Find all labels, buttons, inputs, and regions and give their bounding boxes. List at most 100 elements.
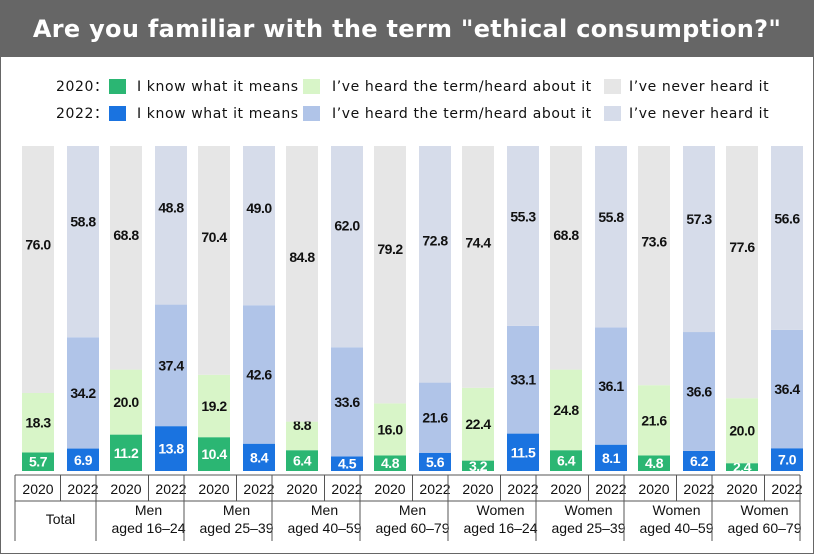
value-label-g6-2022-s0: 8.1 xyxy=(602,450,621,466)
year-label-g8-2022: 2022 xyxy=(771,481,802,497)
bar-g2-2020-s0 xyxy=(198,437,230,471)
bar-g4-2020-s2 xyxy=(374,146,406,404)
legend-swatch-2020-0 xyxy=(109,79,126,94)
value-label-g6-2020-s0: 6.4 xyxy=(557,453,576,469)
value-label-g5-2020-s0: 3.2 xyxy=(469,458,488,474)
value-label-g0-2020-s1: 18.3 xyxy=(25,415,51,431)
bar-g6-2020-s0 xyxy=(550,450,582,471)
bar-g5-2020-s2 xyxy=(462,146,494,388)
year-label-g6-2020: 2020 xyxy=(550,481,581,497)
value-label-g1-2022-s0: 13.8 xyxy=(158,441,184,457)
bar-g2-2022-s2 xyxy=(243,146,275,306)
value-label-g2-2022-s1: 42.6 xyxy=(246,366,272,382)
value-label-g3-2020-s2: 84.8 xyxy=(289,249,315,265)
group-label-8-line1: Women xyxy=(741,502,789,518)
year-label-g5-2022: 2022 xyxy=(507,481,538,497)
value-label-g2-2022-s2: 49.0 xyxy=(246,200,272,216)
legend-label-2022-0: I know what it means xyxy=(137,106,299,122)
bar-g7-2022-s0 xyxy=(683,450,715,471)
legend-label-2022-1: I’ve heard the term/heard about it xyxy=(332,106,592,122)
bar-g6-2020-s2 xyxy=(550,146,582,370)
value-label-g7-2022-s1: 36.6 xyxy=(686,383,712,399)
group-label-6-line1: Women xyxy=(565,502,613,518)
value-label-g4-2020-s0: 4.8 xyxy=(381,455,400,471)
legend-label-2022-2: I’ve never heard it xyxy=(629,106,769,122)
value-label-g8-2020-s2: 77.6 xyxy=(729,239,755,255)
year-label-g3-2020: 2020 xyxy=(286,481,317,497)
bar-g2-2022-s1 xyxy=(243,305,275,444)
bar-g3-2020-s1 xyxy=(286,421,318,451)
value-label-g6-2022-s1: 36.1 xyxy=(598,378,624,394)
group-label-5-line2: aged 16–24 xyxy=(464,520,538,536)
value-label-g6-2020-s2: 68.8 xyxy=(553,227,579,243)
group-label-1-line1: Men xyxy=(135,502,162,518)
bar-g1-2020-s0 xyxy=(110,434,142,471)
bar-g8-2020-s0 xyxy=(726,463,758,471)
value-label-g7-2020-s0: 4.8 xyxy=(645,455,664,471)
value-label-g6-2020-s1: 24.8 xyxy=(553,402,579,418)
legend-swatch-2020-1 xyxy=(303,79,320,94)
year-label-g1-2020: 2020 xyxy=(110,481,141,497)
value-label-g5-2022-s2: 55.3 xyxy=(510,209,536,225)
bar-g3-2022-s0 xyxy=(331,456,363,471)
value-label-g1-2020-s1: 20.0 xyxy=(113,394,139,410)
bar-g8-2020-s2 xyxy=(726,146,758,399)
value-label-g4-2022-s1: 21.6 xyxy=(422,410,448,426)
bar-g7-2020-s0 xyxy=(638,455,670,471)
value-label-g7-2022-s0: 6.2 xyxy=(690,453,709,469)
value-label-g1-2022-s1: 37.4 xyxy=(158,357,184,373)
group-label-4-line2: aged 60–79 xyxy=(376,520,450,536)
legend-label-2020-1: I’ve heard the term/heard about it xyxy=(332,79,592,95)
bar-g5-2022-s2 xyxy=(507,146,539,326)
value-label-g3-2020-s0: 6.4 xyxy=(293,453,312,469)
bar-g4-2022-s2 xyxy=(419,146,451,383)
bar-g3-2020-s2 xyxy=(286,146,318,422)
year-label-g6-2022: 2022 xyxy=(595,481,626,497)
bar-g5-2020-s0 xyxy=(462,460,494,471)
legend-swatch-2022-2 xyxy=(604,106,621,121)
value-label-g5-2022-s1: 33.1 xyxy=(510,372,536,388)
value-label-g0-2020-s2: 76.0 xyxy=(25,237,51,253)
year-label-g0-2022: 2022 xyxy=(67,481,98,497)
bar-g1-2022-s1 xyxy=(155,304,187,427)
chart-title: Are you familiar with the term "ethical … xyxy=(1,1,813,57)
bar-g8-2022-s1 xyxy=(771,329,803,449)
bar-g0-2020-s2 xyxy=(22,146,54,393)
group-label-7-line2: aged 40–59 xyxy=(640,520,714,536)
bar-g5-2022-s1 xyxy=(507,325,539,434)
year-label-g4-2020: 2020 xyxy=(374,481,405,497)
value-label-g5-2020-s2: 74.4 xyxy=(465,235,491,251)
bar-g2-2020-s1 xyxy=(198,374,230,438)
value-label-g8-2022-s2: 56.6 xyxy=(774,210,800,226)
group-label-0: Total xyxy=(46,511,76,527)
x-axis: 2020 2022 Total 2020 2022 Men aged 16–24 2020 20… xyxy=(14,474,803,541)
value-label-g2-2020-s1: 19.2 xyxy=(201,398,227,414)
bar-g4-2022-s0 xyxy=(419,452,451,471)
legend-swatch-2022-1 xyxy=(303,106,320,121)
year-label-g2-2020: 2020 xyxy=(198,481,229,497)
value-label-g7-2022-s2: 57.3 xyxy=(686,211,712,227)
legend-label-2020-0: I know what it means xyxy=(137,79,299,95)
year-label-g3-2022: 2022 xyxy=(331,481,362,497)
value-label-g1-2022-s2: 48.8 xyxy=(158,200,184,216)
value-label-g3-2022-s2: 62.0 xyxy=(334,218,360,234)
bar-g5-2022-s0 xyxy=(507,433,539,471)
value-label-g0-2022-s0: 6.9 xyxy=(74,452,93,468)
group-label-6-line2: aged 25–39 xyxy=(552,520,626,536)
value-label-g2-2020-s0: 10.4 xyxy=(201,446,227,462)
legend-prefix-2022: 2022： xyxy=(56,106,109,122)
bar-g5-2020-s1 xyxy=(462,387,494,461)
bar-g1-2020-s1 xyxy=(110,369,142,435)
legend-prefix-2020: 2020： xyxy=(56,79,109,95)
bar-g0-2020-s1 xyxy=(22,393,54,453)
bar-g1-2020-s2 xyxy=(110,146,142,370)
bar-g2-2022-s0 xyxy=(243,443,275,471)
value-label-g5-2020-s1: 22.4 xyxy=(465,416,491,432)
year-label-g4-2022: 2022 xyxy=(419,481,450,497)
bar-g6-2020-s1 xyxy=(550,369,582,451)
bar-g1-2022-s0 xyxy=(155,426,187,471)
bar-g3-2020-s0 xyxy=(286,450,318,471)
bar-g0-2022-s2 xyxy=(67,146,99,338)
